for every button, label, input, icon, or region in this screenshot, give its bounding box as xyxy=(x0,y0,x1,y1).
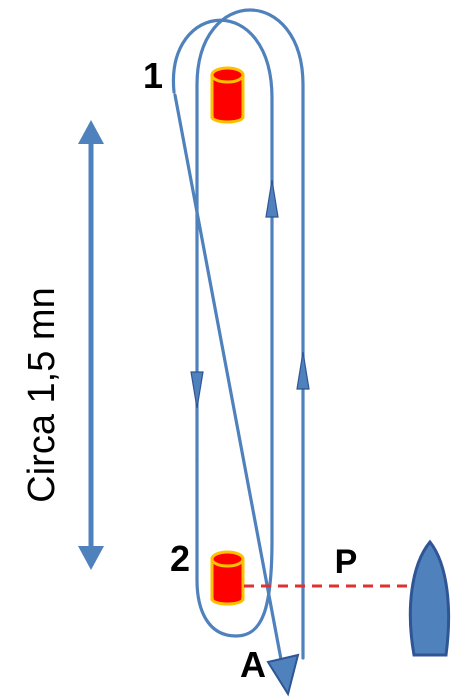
direction-arrow-up-icon xyxy=(296,351,310,390)
course-diagonal-leg xyxy=(173,93,285,672)
course-loop-inner xyxy=(171,18,274,638)
direction-arrow-up-icon xyxy=(265,179,279,218)
mark-1-buoy-icon xyxy=(210,66,245,124)
start-pin-label: P xyxy=(335,543,358,581)
mark-2-buoy-icon xyxy=(210,550,245,606)
finish-label: A xyxy=(240,644,266,685)
mark-1-label: 1 xyxy=(143,55,163,96)
mark-2-label: 2 xyxy=(170,538,190,579)
direction-arrow-down-icon xyxy=(190,371,204,409)
committee-boat-icon xyxy=(408,539,451,657)
course-loop-outer xyxy=(195,8,305,660)
finish-arrow-icon xyxy=(266,653,300,697)
distance-label: Circa 1,5 mn xyxy=(21,287,63,502)
distance-double-arrow-icon xyxy=(78,120,104,570)
